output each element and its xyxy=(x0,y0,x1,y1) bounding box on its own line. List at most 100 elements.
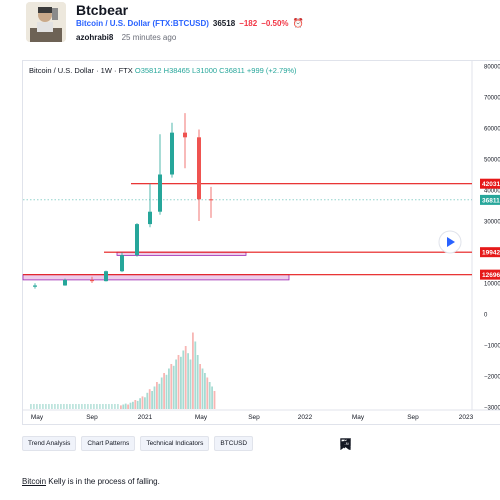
description-text: Kelly is in the process of falling. xyxy=(46,477,160,486)
price-label-text: 36811 xyxy=(482,197,500,204)
time-axis-label: Sep xyxy=(248,414,260,421)
volume-bar xyxy=(194,341,197,409)
chart-area[interactable] xyxy=(22,60,500,425)
volume-bar xyxy=(158,383,161,409)
volume-bar xyxy=(170,364,173,409)
volume-bar xyxy=(192,332,194,409)
volume-bar xyxy=(163,373,165,409)
tag-chip[interactable]: BTCUSD xyxy=(214,436,254,451)
volume-bar xyxy=(90,404,92,409)
description-link[interactable]: Bitcoin xyxy=(22,477,47,486)
volume-bar xyxy=(81,404,83,409)
volume-bar xyxy=(199,364,201,409)
candle-body xyxy=(148,211,152,225)
volume-bar xyxy=(204,373,206,409)
candle-body xyxy=(63,279,67,286)
tag-chip[interactable]: Trend Analysis xyxy=(22,436,77,451)
volume-bar xyxy=(201,368,204,409)
chart-canvas[interactable]: 8000070000600005000040000300002000010000… xyxy=(0,0,500,430)
price-axis-label: 70000 xyxy=(484,96,500,102)
volume-bar xyxy=(39,404,41,409)
volume-bar xyxy=(180,356,182,409)
price-label-text: 12696 xyxy=(482,272,500,279)
volume-bar xyxy=(134,400,137,409)
volume-bar xyxy=(60,404,62,409)
candle-body xyxy=(197,137,201,200)
volume-bar xyxy=(148,389,151,409)
price-label-tag xyxy=(480,178,500,189)
volume-bar xyxy=(141,396,144,409)
time-axis-label: 2023 xyxy=(459,414,474,421)
price-label-tag xyxy=(480,269,500,280)
tag-list: Trend Analysis Chart Patterns Technical In… xyxy=(22,436,254,451)
author-name[interactable]: azohrabi8 xyxy=(76,33,114,42)
volume-bar xyxy=(153,386,156,409)
candle-body xyxy=(209,199,213,201)
volume-bar xyxy=(156,382,158,409)
play-icon[interactable] xyxy=(447,237,455,247)
volume-bar xyxy=(117,404,119,409)
price-label-text: 19942 xyxy=(482,250,500,257)
price-axis-label: 40000 xyxy=(484,189,500,195)
symbol-change-percent: −0.50% xyxy=(261,19,289,28)
price-axis-label: 60000 xyxy=(484,127,500,133)
time-axis-label: 2022 xyxy=(298,414,313,421)
candle-body xyxy=(158,174,162,212)
volume-bar xyxy=(124,403,127,409)
legend-ohlc: O35812 H38465 L31000 C36811 +999 (+2.79%… xyxy=(134,66,297,75)
volume-bar xyxy=(108,404,110,409)
author-row: azohrabi8 25 minutes ago xyxy=(76,33,176,42)
volume-bar xyxy=(160,377,163,409)
tag-chip[interactable]: Chart Patterns xyxy=(81,436,136,451)
volume-bar xyxy=(132,401,134,409)
volume-bar xyxy=(196,355,199,409)
publish-time: 25 minutes ago xyxy=(121,33,177,42)
author-avatar[interactable] xyxy=(26,2,66,42)
volume-bar xyxy=(105,404,107,409)
volume-bar xyxy=(122,404,125,409)
volume-bar xyxy=(187,353,189,409)
price-axis-label: 0 xyxy=(484,313,488,319)
volume-bar xyxy=(206,377,209,409)
symbol-link[interactable]: Bitcoin / U.S. Dollar (FTX:BTCUSD) xyxy=(76,19,209,28)
volume-bar xyxy=(208,382,211,409)
volume-bar xyxy=(33,404,35,409)
tag-chip[interactable]: Technical Indicators xyxy=(140,436,210,451)
support-zone[interactable] xyxy=(22,274,290,281)
volume-bar xyxy=(51,404,53,409)
volume-bar xyxy=(172,365,175,409)
alarm-clock-icon[interactable]: ⏰ xyxy=(292,18,304,28)
candle-body xyxy=(120,255,124,272)
volume-bar xyxy=(175,359,177,409)
idea-description: Bitcoin Kelly is in the process of falli… xyxy=(22,477,160,486)
volume-bar xyxy=(120,405,122,409)
idea-header: Btcbear Bitcoin / U.S. Dollar (FTX:BTCUS… xyxy=(0,0,500,60)
volume-bar xyxy=(69,404,71,409)
price-axis-label: −30000 xyxy=(484,406,500,412)
volume-bar xyxy=(127,404,129,409)
time-axis-label: May xyxy=(352,414,365,421)
volume-bar xyxy=(42,404,44,409)
volume-bar xyxy=(168,368,170,409)
price-label-tag xyxy=(480,194,500,205)
volume-bar xyxy=(129,402,132,409)
volume-bar xyxy=(48,404,50,409)
idea-title[interactable]: Btcbear xyxy=(76,2,129,18)
candle-body xyxy=(135,224,139,256)
price-label-tag xyxy=(480,247,500,258)
volume-bar xyxy=(165,374,168,409)
candle-body xyxy=(33,285,37,287)
price-axis-label: 10000 xyxy=(484,282,500,288)
bookmark-icon xyxy=(340,438,350,450)
time-axis-label: May xyxy=(195,414,208,421)
volume-bar xyxy=(63,404,65,409)
price-axis-label: 30000 xyxy=(484,220,500,226)
volume-bar xyxy=(139,398,141,409)
chart-legend: Bitcoin / U.S. Dollar · 1W · FTX O35812 … xyxy=(29,66,297,75)
volume-bar xyxy=(36,404,38,409)
price-axis-label: 80000 xyxy=(484,65,500,71)
symbol-row: Bitcoin / U.S. Dollar (FTX:BTCUSD) 36518… xyxy=(76,18,304,29)
volume-bar xyxy=(151,391,153,409)
candle-body xyxy=(90,279,94,282)
volume-bar xyxy=(182,350,185,409)
